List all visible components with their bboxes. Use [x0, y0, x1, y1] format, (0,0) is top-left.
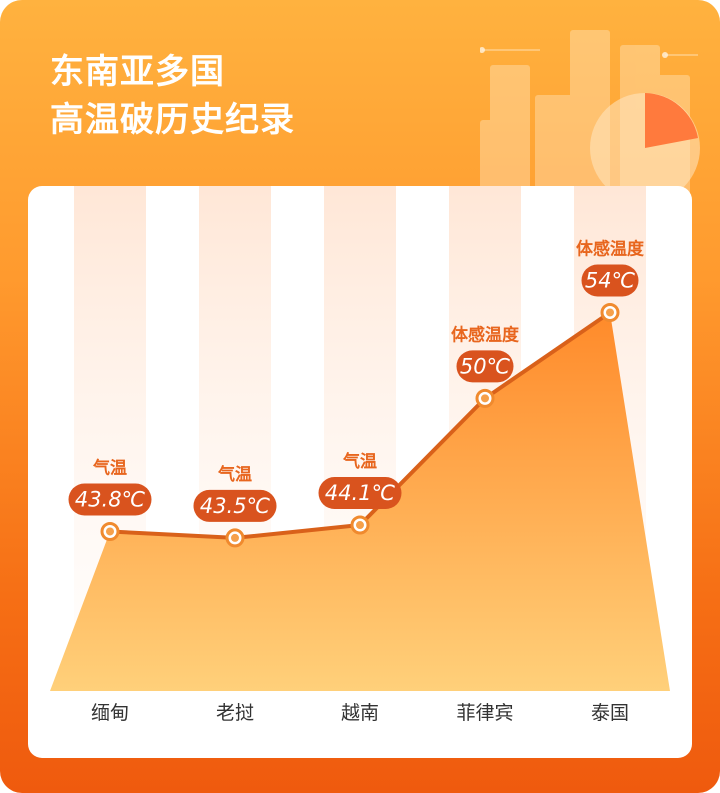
- category-label: 越南: [341, 702, 379, 724]
- value-label: 43.8℃: [75, 487, 146, 511]
- data-point-core: [106, 527, 114, 536]
- value-badge: [456, 350, 514, 383]
- category-label: 泰国: [591, 702, 629, 724]
- title-line-1: 东南亚多国: [50, 52, 225, 92]
- point-type-label: 气温: [342, 451, 377, 472]
- point-type-label: 气温: [217, 464, 252, 485]
- value-badge: [581, 264, 639, 297]
- data-point-core: [481, 394, 489, 403]
- value-label: 54℃: [585, 268, 636, 292]
- decorative-chart-icon: [480, 30, 700, 195]
- value-label: 50℃: [460, 354, 511, 378]
- value-badge: [193, 489, 277, 522]
- point-type-label: 体感温度: [451, 324, 520, 345]
- point-type-label: 体感温度: [576, 238, 645, 259]
- category-label: 老挝: [216, 702, 254, 724]
- temperature-area: [50, 312, 670, 691]
- chart-panel: 43.8℃ 气温 43.5℃ 气温 44.1℃ 气温 50℃ 体感温度 54℃ 体感温度 缅甸 老挝…: [28, 186, 692, 758]
- title-line-2: 高温破历史纪录: [50, 100, 295, 140]
- title: 东南亚多国 高温破历史纪录: [50, 48, 295, 144]
- category-label: 菲律宾: [456, 702, 513, 724]
- value-badge: [318, 477, 402, 510]
- data-point-core: [356, 521, 364, 530]
- point-type-label: 气温: [92, 457, 127, 478]
- value-label: 43.5℃: [200, 494, 271, 518]
- value-badge: [68, 483, 152, 516]
- category-label: 缅甸: [91, 702, 129, 724]
- temperature-area-chart: 43.8℃ 气温 43.5℃ 气温 44.1℃ 气温 50℃ 体感温度 54℃ 体感温度 缅甸 老挝…: [50, 186, 670, 724]
- value-label: 44.1℃: [325, 481, 396, 505]
- data-point-core: [606, 308, 614, 317]
- data-point-core: [231, 533, 239, 542]
